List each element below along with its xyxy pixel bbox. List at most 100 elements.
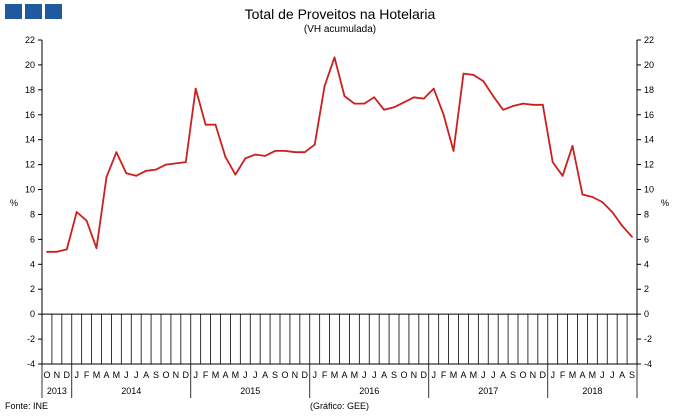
year-label: 2018	[582, 386, 602, 396]
data-point	[145, 169, 148, 172]
year-label: 2013	[47, 386, 67, 396]
y-tick-label-left: 6	[30, 234, 35, 244]
data-point	[393, 106, 395, 109]
month-tick-label: S	[629, 370, 635, 380]
month-tick-label: A	[381, 370, 387, 380]
data-point	[313, 143, 316, 146]
data-point	[234, 173, 237, 176]
y-tick-label-right: 16	[644, 110, 654, 120]
month-tick-label: S	[272, 370, 278, 380]
month-tick-label: A	[500, 370, 506, 380]
month-tick-label: J	[372, 370, 377, 380]
y-tick-label-left: 10	[25, 185, 35, 195]
month-tick-label: M	[232, 370, 240, 380]
month-tick-label: A	[579, 370, 585, 380]
month-tick-label: S	[510, 370, 516, 380]
y-tick-label-left: 0	[30, 309, 35, 319]
y-tick-label-left: 14	[25, 135, 35, 145]
logo-square-1	[5, 4, 22, 19]
y-tick-label-left: -2	[27, 334, 35, 344]
data-point	[611, 211, 614, 213]
month-tick-label: M	[450, 370, 458, 380]
y-tick-label-left: 16	[25, 110, 35, 120]
month-tick-label: M	[351, 370, 359, 380]
data-point	[194, 87, 197, 90]
data-point	[373, 96, 376, 99]
month-tick-label: A	[143, 370, 149, 380]
data-point	[591, 196, 594, 198]
data-point	[363, 102, 366, 105]
month-tick-label: A	[341, 370, 347, 380]
data-point	[492, 95, 495, 97]
month-tick-label: S	[153, 370, 159, 380]
y-tick-label-right: 4	[644, 259, 649, 269]
data-point	[264, 154, 267, 157]
y-tick-label-right: -4	[644, 359, 652, 369]
data-point	[55, 250, 58, 253]
y-tick-label-left: 18	[25, 85, 35, 95]
month-tick-label: A	[222, 370, 228, 380]
y-axis-label-left: %	[10, 198, 18, 208]
data-point	[214, 123, 217, 126]
data-point	[531, 103, 534, 106]
month-tick-label: M	[212, 370, 220, 380]
data-point	[631, 235, 633, 238]
data-point	[105, 176, 108, 178]
year-label: 2017	[478, 386, 498, 396]
data-point	[541, 103, 544, 106]
month-tick-label: D	[540, 370, 547, 380]
data-point	[512, 105, 514, 107]
month-tick-label: J	[74, 370, 79, 380]
month-tick-label: A	[619, 370, 625, 380]
y-tick-label-left: 2	[30, 284, 35, 294]
y-tick-label-right: 0	[644, 309, 649, 319]
data-point	[502, 108, 505, 111]
month-tick-label: N	[173, 370, 180, 380]
month-tick-label: J	[193, 370, 198, 380]
month-tick-label: N	[54, 370, 61, 380]
y-tick-label-right: 10	[644, 185, 654, 195]
data-point	[412, 96, 415, 99]
month-tick-label: M	[331, 370, 339, 380]
y-tick-label-left: 12	[25, 160, 35, 170]
month-tick-label: J	[491, 370, 496, 380]
month-tick-label: F	[322, 370, 328, 380]
chart-title: Total de Proveitos na Hotelaria	[244, 6, 436, 22]
data-point	[383, 108, 386, 111]
month-tick-label: F	[441, 370, 447, 380]
data-point	[95, 247, 98, 250]
data-point	[85, 219, 88, 222]
data-point	[204, 123, 207, 126]
month-tick-label: N	[411, 370, 418, 380]
data-point	[65, 248, 68, 251]
y-tick-label-left: 20	[25, 60, 35, 70]
data-point	[75, 211, 78, 213]
logo-square-3	[45, 4, 62, 19]
month-tick-label: J	[610, 370, 615, 380]
month-tick-label: O	[281, 370, 288, 380]
data-point	[333, 56, 336, 59]
year-label: 2014	[121, 386, 141, 396]
month-tick-label: D	[302, 370, 309, 380]
data-point	[571, 145, 574, 147]
data-point	[46, 250, 48, 253]
data-point	[353, 102, 356, 105]
data-point	[462, 72, 465, 75]
month-tick-label: J	[243, 370, 248, 380]
data-point	[184, 161, 187, 164]
data-point	[442, 113, 445, 116]
month-tick-label: J	[481, 370, 486, 380]
month-tick-label: J	[312, 370, 317, 380]
source-note: Fonte: INE	[5, 401, 49, 411]
y-tick-label-right: 20	[644, 60, 654, 70]
graph-credit: (Gráfico: GEE)	[310, 401, 370, 411]
month-tick-label: F	[560, 370, 566, 380]
y-tick-label-right: 22	[644, 35, 654, 45]
data-point	[452, 150, 455, 152]
month-tick-label: D	[421, 370, 428, 380]
month-tick-label: J	[253, 370, 258, 380]
data-point	[472, 73, 475, 76]
data-point	[303, 151, 306, 154]
data-point	[284, 150, 286, 152]
y-axis-label-right: %	[661, 198, 669, 208]
